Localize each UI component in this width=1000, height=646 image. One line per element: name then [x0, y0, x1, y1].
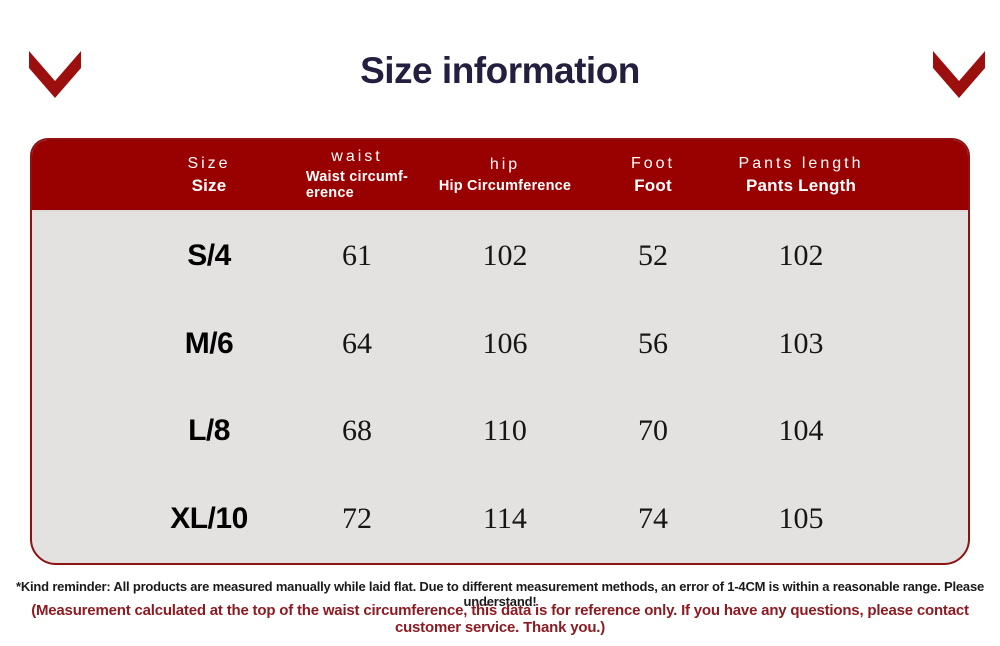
foot-value-cell: 74 — [638, 502, 668, 536]
pants-length-value-cell: 102 — [778, 238, 824, 272]
waist-value-cell: 68 — [342, 414, 372, 448]
waist-value-cell: 64 — [342, 326, 372, 360]
chevron-down-icon — [29, 51, 81, 98]
pants-length-value-cell: 105 — [778, 502, 824, 536]
pants-length-value-cell: 103 — [778, 326, 824, 360]
column-header-top-label: hip — [489, 155, 521, 173]
column-header-top-label: Foot — [630, 154, 675, 172]
hip-value-cell: 102 — [482, 238, 528, 272]
column-header-label: Hip Circumference — [438, 177, 572, 194]
hip-value-cell: 106 — [482, 326, 528, 360]
waist-value-cell: 72 — [342, 502, 372, 536]
table-row: L/8 68 110 70 104 — [32, 388, 968, 476]
column-header-size: Size Size — [135, 155, 283, 196]
column-header-hip: hip Hip Circumference — [431, 156, 579, 195]
chevron-down-icon — [933, 51, 985, 98]
table-row: M/6 64 106 56 103 — [32, 300, 968, 388]
size-table: Size Size waist Waist circumf- erence hi… — [30, 138, 970, 565]
foot-value-cell: 70 — [638, 414, 668, 448]
table-row: S/4 61 102 52 102 — [32, 212, 968, 300]
table-header-row: Size Size waist Waist circumf- erence hi… — [32, 140, 968, 212]
hip-value-cell: 114 — [483, 502, 527, 536]
column-header-label: Waist circumf- erence — [305, 168, 409, 202]
column-header-label: Pants Length — [745, 175, 857, 195]
column-header-top-label: waist — [331, 147, 383, 165]
page-title: Size information — [360, 50, 640, 91]
foot-value-cell: 52 — [638, 238, 668, 272]
waist-value-cell: 61 — [342, 238, 372, 272]
column-header-foot: Foot Foot — [579, 155, 727, 196]
hip-value-cell: 110 — [483, 414, 527, 448]
column-header-top-label: Size — [187, 154, 231, 172]
column-header-label: Size — [191, 175, 227, 195]
table-row: XL/10 72 114 74 105 — [32, 475, 968, 563]
size-label-cell: S/4 — [187, 238, 231, 272]
column-header-waist: waist Waist circumf- erence — [283, 148, 431, 203]
column-header-top-label: Pants length — [738, 154, 864, 172]
measurement-note: (Measurement calculated at the top of th… — [31, 602, 969, 636]
kind-reminder-note: *Kind reminder: All products are measure… — [15, 579, 985, 609]
column-header-label: Foot — [634, 175, 672, 195]
size-label-cell: L/8 — [188, 414, 230, 448]
size-label-cell: M/6 — [184, 326, 234, 360]
foot-value-cell: 56 — [638, 326, 668, 360]
pants-length-value-cell: 104 — [778, 414, 824, 448]
size-label-cell: XL/10 — [170, 502, 248, 536]
column-header-pants-length: Pants length Pants Length — [727, 155, 875, 196]
table-body: S/4 61 102 52 102 M/6 64 106 56 103 L/8 … — [32, 212, 968, 563]
